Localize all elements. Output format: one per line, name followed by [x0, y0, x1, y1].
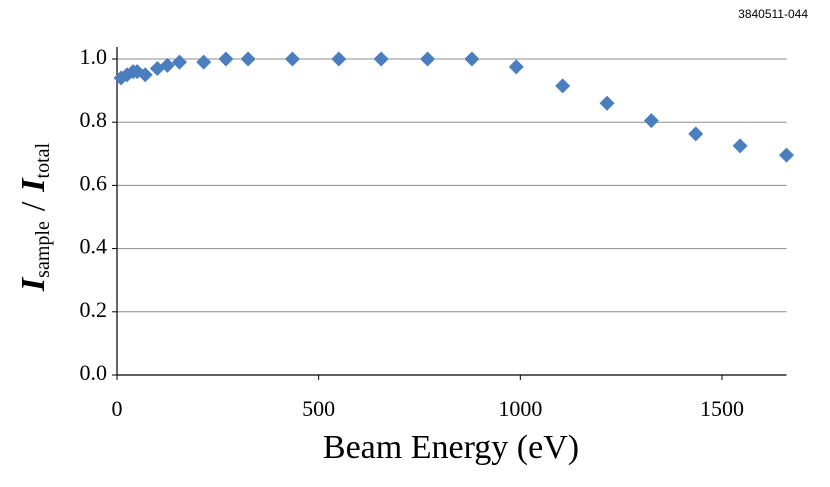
data-point: [240, 51, 256, 67]
x-axis-label: Beam Energy (eV): [323, 429, 579, 466]
data-point: [196, 54, 212, 70]
data-point: [688, 126, 704, 142]
data-point: [284, 51, 300, 67]
figure-id: 3840511-044: [738, 7, 808, 21]
x-tick-label: 0: [112, 396, 123, 421]
y-tick-label: 0.0: [80, 360, 108, 385]
data-point: [159, 57, 175, 73]
y-tick-label: 0.8: [80, 107, 108, 132]
y-axis-label: Isample / Itotal: [15, 142, 54, 292]
data-point: [373, 51, 389, 67]
y-label-part: I: [15, 276, 52, 292]
data-point: [599, 95, 615, 111]
data-point: [464, 51, 480, 67]
data-point: [137, 67, 153, 83]
y-tick-label: 0.2: [80, 297, 108, 322]
data-point: [218, 51, 234, 67]
data-point: [643, 113, 659, 129]
data-point: [508, 59, 524, 75]
data-point: [420, 51, 436, 67]
data-point: [555, 78, 571, 94]
y-label-part: total: [32, 142, 54, 178]
y-label-part: /: [15, 201, 52, 211]
data-point: [732, 138, 748, 154]
data-point: [779, 147, 794, 163]
y-tick-label: 1.0: [80, 44, 108, 69]
y-tick-label: 0.6: [80, 170, 108, 195]
y-label-part: I: [15, 177, 52, 193]
x-tick-label: 1500: [700, 396, 744, 421]
y-label-part: sample: [32, 221, 54, 278]
data-point: [172, 54, 188, 70]
x-tick-label: 500: [302, 396, 335, 421]
y-tick-label: 0.4: [80, 234, 108, 259]
x-tick-label: 1000: [498, 396, 542, 421]
data-point: [331, 51, 347, 67]
